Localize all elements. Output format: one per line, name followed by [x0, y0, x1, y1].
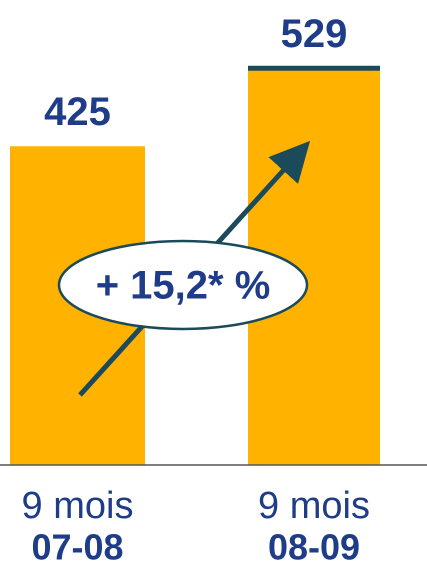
annotation: + 15,2* %	[96, 264, 271, 308]
x-tick-sublabel: 08-09	[268, 527, 360, 568]
annotation-bubble	[57, 239, 309, 331]
x-tick-sublabel: 07-08	[31, 527, 123, 568]
value-label: 529	[281, 12, 348, 56]
value-label: 425	[44, 90, 111, 134]
x-tick-label: 9 mois	[22, 485, 134, 527]
x-tick-label: 9 mois	[258, 485, 370, 527]
